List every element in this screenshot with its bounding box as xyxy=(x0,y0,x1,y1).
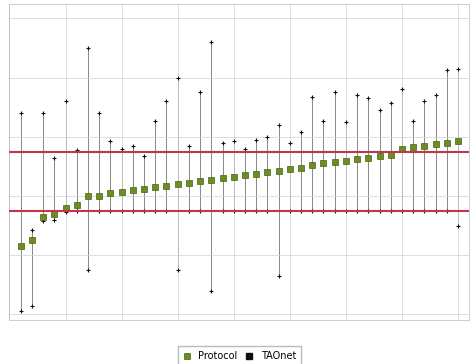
Legend: Protocol, TAOnet: Protocol, TAOnet xyxy=(178,347,301,364)
